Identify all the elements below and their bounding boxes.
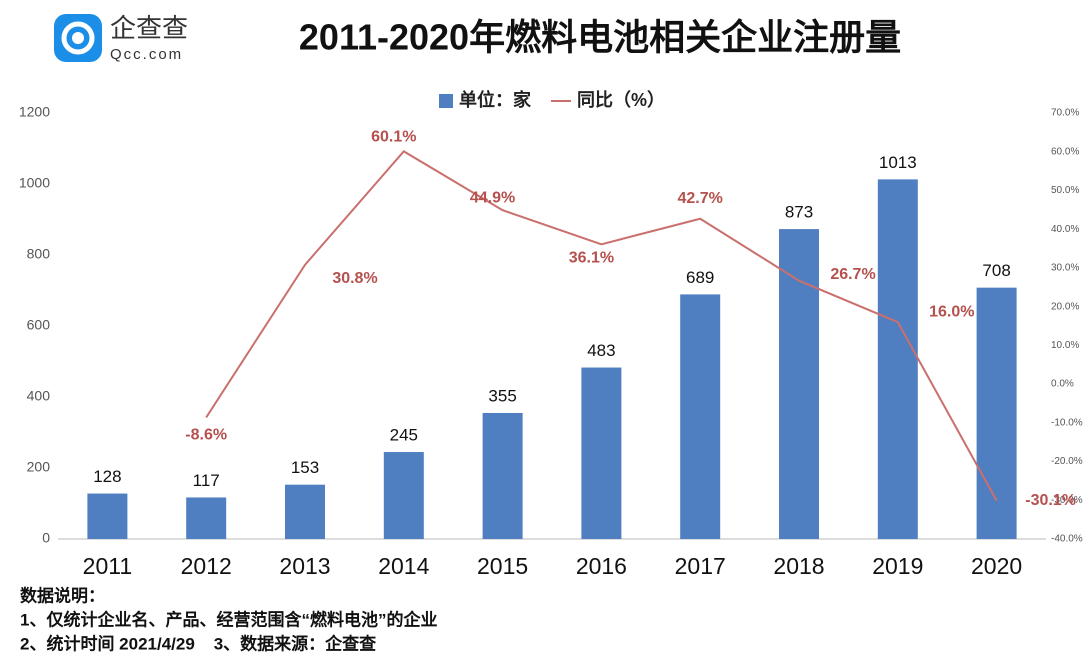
x-tick-label: 2018 bbox=[773, 553, 824, 579]
data-label: -8.6% bbox=[185, 427, 227, 444]
y-tick-label: 600 bbox=[27, 317, 51, 333]
bar bbox=[383, 452, 424, 539]
legend-label: 同比（%） bbox=[577, 90, 665, 110]
legend-swatch-bar bbox=[439, 94, 453, 108]
notes-heading: 数据说明： bbox=[20, 585, 105, 605]
y-tick-label: 0 bbox=[42, 530, 50, 546]
line bbox=[205, 150, 998, 502]
y2-tick-label: 60.0% bbox=[1051, 146, 1079, 157]
data-label: 245 bbox=[390, 426, 418, 445]
y2-tick-label: -10.0% bbox=[1051, 417, 1083, 428]
x-tick-label: 2014 bbox=[378, 553, 429, 579]
bar bbox=[285, 484, 325, 539]
y2-tick-label: 30.0% bbox=[1051, 263, 1079, 274]
data-label: 44.9% bbox=[470, 189, 515, 206]
y2-tick-label: 40.0% bbox=[1051, 224, 1079, 235]
data-label: 689 bbox=[686, 268, 714, 287]
chart-title: 2011-2020年燃料电池相关企业注册量 bbox=[299, 17, 901, 58]
x-tick-label: 2020 bbox=[971, 553, 1022, 579]
logo: 企查查 Qcc.com bbox=[54, 13, 188, 63]
data-label: 42.7% bbox=[678, 190, 723, 207]
logo-icon-ring bbox=[61, 21, 95, 55]
x-tick-label: 2019 bbox=[872, 553, 923, 579]
x-tick-label: 2015 bbox=[477, 553, 528, 579]
legend-label: 单位：家 bbox=[459, 89, 532, 110]
data-label: 26.7% bbox=[830, 266, 875, 283]
y2-tick-label: -20.0% bbox=[1051, 456, 1083, 467]
x-tick-label: 2016 bbox=[576, 553, 627, 579]
y2-tick-label: 50.0% bbox=[1051, 185, 1079, 196]
y2-tick-label: -40.0% bbox=[1051, 534, 1083, 545]
bar bbox=[87, 493, 128, 539]
data-label: 153 bbox=[291, 458, 319, 477]
data-label: 483 bbox=[587, 341, 615, 360]
data-label: 873 bbox=[785, 203, 813, 222]
data-label: 117 bbox=[193, 471, 220, 490]
y2-tick-label: 0.0% bbox=[1051, 379, 1074, 390]
bar bbox=[186, 497, 227, 539]
data-label: 16.0% bbox=[929, 303, 974, 320]
bar bbox=[581, 367, 622, 539]
y2-tick-label: 10.0% bbox=[1051, 340, 1079, 351]
y-tick-label: 1200 bbox=[19, 104, 50, 120]
bar bbox=[680, 294, 721, 539]
data-label: 708 bbox=[982, 261, 1010, 280]
y2-tick-label: 20.0% bbox=[1051, 301, 1079, 312]
bar bbox=[976, 287, 1017, 539]
x-tick-label: 2017 bbox=[675, 553, 726, 579]
y2-tick-label: 70.0% bbox=[1051, 108, 1079, 119]
x-tick-label: 2011 bbox=[83, 553, 132, 579]
logo-site: Qcc.com bbox=[110, 46, 183, 63]
data-label: -30.1% bbox=[1025, 492, 1076, 509]
data-label: 36.1% bbox=[569, 250, 614, 267]
y-tick-label: 400 bbox=[27, 388, 51, 404]
data-label: 60.1% bbox=[371, 129, 416, 146]
data-label: 355 bbox=[488, 386, 516, 405]
notes-line: 1、仅统计企业名、产品、经营范围含“燃料电池”的企业 bbox=[20, 609, 437, 629]
y2-tick-label: -30.0% bbox=[1051, 495, 1083, 506]
notes-line: 2、统计时间 2021/4/29 3、数据来源：企查查 bbox=[20, 633, 377, 653]
y-tick-label: 200 bbox=[27, 459, 51, 475]
bar bbox=[877, 179, 918, 539]
y-tick-label: 1000 bbox=[19, 175, 50, 191]
bar bbox=[482, 412, 523, 539]
data-label: 30.8% bbox=[332, 270, 377, 287]
logo-name: 企查查 bbox=[110, 13, 188, 43]
logo-icon-dot bbox=[72, 32, 84, 44]
y-tick-label: 800 bbox=[27, 246, 51, 262]
data-label: 128 bbox=[93, 467, 121, 486]
data-label: 1013 bbox=[879, 153, 917, 172]
legend: 单位：家 同比（%） bbox=[439, 89, 665, 110]
bar bbox=[779, 229, 819, 539]
x-tick-label: 2012 bbox=[181, 553, 232, 579]
x-tick-label: 2013 bbox=[279, 553, 330, 579]
